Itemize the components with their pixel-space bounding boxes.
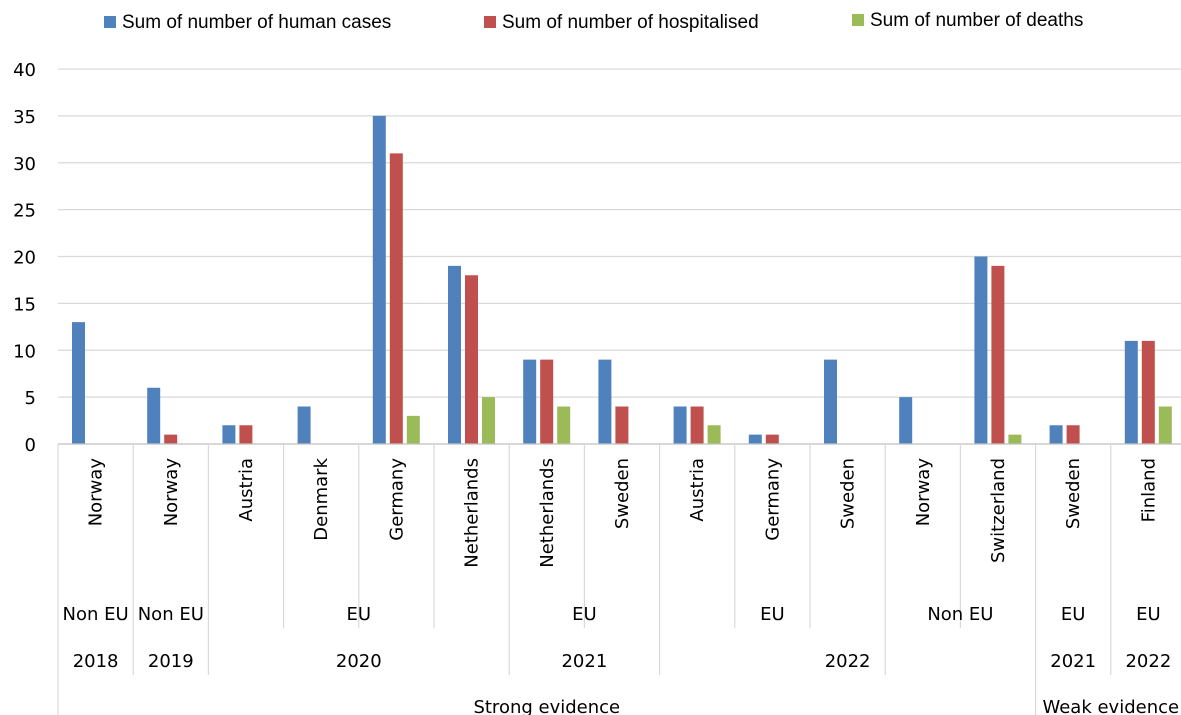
category-label: Sweden bbox=[838, 458, 859, 529]
y-tick-label: 0 bbox=[25, 435, 36, 456]
bar-2-7 bbox=[540, 359, 554, 444]
bar-2-15 bbox=[1141, 340, 1155, 444]
region-group-label: Non EU bbox=[138, 604, 204, 625]
category-label: Austria bbox=[687, 458, 708, 522]
bar-1-9 bbox=[673, 406, 687, 444]
legend-swatch-3 bbox=[852, 14, 864, 26]
bar-2-2 bbox=[164, 434, 178, 444]
bar-2-5 bbox=[389, 153, 403, 444]
year-group-label: 2019 bbox=[148, 651, 194, 672]
year-group-label: 2022 bbox=[825, 651, 871, 672]
bar-1-5 bbox=[372, 115, 386, 444]
evidence-group-label: Strong evidence bbox=[473, 697, 620, 715]
bar-1-2 bbox=[147, 387, 161, 444]
bar-2-14 bbox=[1066, 425, 1080, 444]
region-group-label: EU bbox=[760, 604, 785, 625]
bar-3-9 bbox=[707, 425, 721, 444]
bar-3-6 bbox=[482, 397, 495, 444]
region-group-label: Non EU bbox=[63, 604, 129, 625]
bar-2-6 bbox=[465, 275, 478, 444]
bar-1-11 bbox=[824, 359, 837, 444]
legend-label-2: Sum of number of hospitalised bbox=[502, 12, 759, 33]
y-tick-label: 10 bbox=[13, 341, 36, 362]
bar-1-15 bbox=[1124, 340, 1138, 444]
bar-1-13 bbox=[974, 256, 988, 444]
bar-1-4 bbox=[297, 406, 311, 444]
bar-3-13 bbox=[1008, 434, 1022, 444]
category-label: Norway bbox=[913, 458, 934, 527]
bar-3-7 bbox=[557, 406, 571, 444]
bar-1-7 bbox=[523, 359, 537, 444]
evidence-group-label: Weak evidence bbox=[1042, 697, 1179, 715]
category-label: Sweden bbox=[1063, 458, 1084, 529]
y-tick-label: 5 bbox=[25, 388, 36, 409]
region-group-label: EU bbox=[347, 604, 372, 625]
year-group-label: 2021 bbox=[561, 651, 607, 672]
year-group-label: 2021 bbox=[1050, 651, 1096, 672]
category-label: Norway bbox=[161, 458, 182, 527]
x-axis: Norway Norway Austria Denmark Germany Netherl… bbox=[57, 443, 1181, 715]
category-label: Denmark bbox=[311, 457, 332, 540]
category-label: Germany bbox=[762, 458, 783, 541]
bars bbox=[72, 115, 1172, 444]
bar-1-12 bbox=[899, 397, 913, 444]
legend: Sum of number of human cases Sum of numbe… bbox=[104, 10, 1083, 33]
bar-2-8 bbox=[615, 406, 629, 444]
bar-3-15 bbox=[1158, 406, 1172, 444]
region-group-label: EU bbox=[1136, 604, 1161, 625]
bar-3-5 bbox=[406, 415, 420, 444]
legend-swatch-1 bbox=[104, 16, 116, 28]
bar-1-6 bbox=[448, 265, 461, 444]
region-group-label: EU bbox=[572, 604, 597, 625]
bar-2-3 bbox=[239, 425, 253, 444]
bar-2-13 bbox=[991, 265, 1005, 444]
year-group-label: 2022 bbox=[1125, 651, 1171, 672]
year-group-label: 2020 bbox=[336, 651, 382, 672]
y-tick-label: 15 bbox=[13, 294, 36, 315]
bar-2-9 bbox=[690, 406, 704, 444]
bar-1-3 bbox=[222, 425, 236, 444]
bar-1-14 bbox=[1049, 425, 1063, 444]
category-label: Finland bbox=[1138, 458, 1159, 522]
year-group-label: 2018 bbox=[73, 651, 119, 672]
y-tick-label: 40 bbox=[13, 60, 36, 81]
category-label: Norway bbox=[86, 458, 107, 527]
region-group-label: EU bbox=[1061, 604, 1086, 625]
category-label: Switzerland bbox=[988, 458, 1009, 563]
y-axis: 0 5 10 15 20 25 30 35 40 bbox=[13, 60, 36, 456]
legend-swatch-2 bbox=[484, 16, 496, 28]
category-label: Austria bbox=[236, 458, 257, 522]
category-label: Netherlands bbox=[462, 458, 483, 568]
bar-1-10 bbox=[748, 434, 762, 444]
bar-1-1 bbox=[72, 322, 85, 444]
y-tick-label: 20 bbox=[13, 248, 36, 269]
region-group-label: Non EU bbox=[927, 604, 993, 625]
y-tick-label: 30 bbox=[13, 154, 36, 175]
bar-2-10 bbox=[765, 434, 779, 444]
category-label: Netherlands bbox=[537, 458, 558, 568]
category-label: Sweden bbox=[612, 458, 633, 529]
category-label: Germany bbox=[386, 458, 407, 541]
gridlines bbox=[58, 68, 1181, 398]
legend-label-3: Sum of number of deaths bbox=[870, 10, 1083, 31]
legend-label-1: Sum of number of human cases bbox=[122, 12, 391, 33]
bar-1-8 bbox=[598, 359, 612, 444]
y-tick-label: 25 bbox=[13, 201, 36, 222]
y-tick-label: 35 bbox=[13, 107, 36, 128]
